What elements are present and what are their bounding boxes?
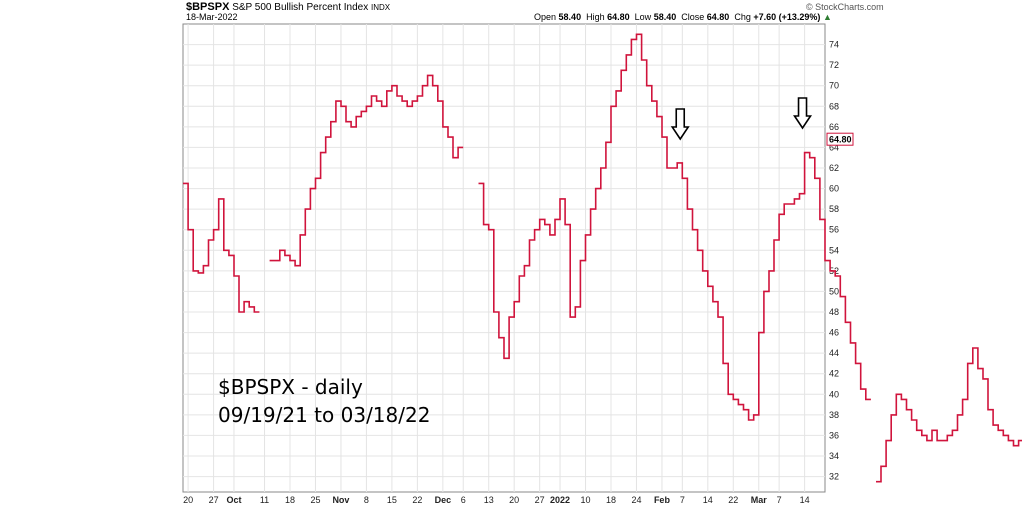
x-tick-label: 18	[285, 495, 295, 505]
y-tick-label: 56	[829, 225, 839, 235]
last-value-label: 64.80	[829, 135, 852, 145]
x-tick-label: 27	[535, 495, 545, 505]
x-tick-label: Feb	[654, 495, 671, 505]
y-tick-label: 60	[829, 184, 839, 194]
annotation-line-1: $BPSPX - daily	[218, 375, 363, 399]
x-tick-label: 10	[581, 495, 591, 505]
x-tick-label: 7	[680, 495, 685, 505]
x-tick-label: 13	[484, 495, 494, 505]
y-tick-label: 34	[829, 451, 839, 461]
x-tick-label: 6	[461, 495, 466, 505]
y-tick-label: 48	[829, 307, 839, 317]
y-tick-label: 50	[829, 286, 839, 296]
y-tick-label: 66	[829, 122, 839, 132]
down-arrow-icon	[793, 97, 813, 130]
x-tick-label: 20	[509, 495, 519, 505]
x-tick-label: 7	[777, 495, 782, 505]
y-tick-label: 38	[829, 410, 839, 420]
x-tick-label: Dec	[435, 495, 452, 505]
y-tick-label: 58	[829, 204, 839, 214]
y-tick-label: 44	[829, 348, 839, 358]
y-tick-label: 72	[829, 60, 839, 70]
x-tick-label: 11	[260, 495, 269, 505]
x-tick-label: 22	[412, 495, 422, 505]
y-tick-label: 36	[829, 430, 839, 440]
y-tick-label: 32	[829, 472, 839, 482]
exchange: INDX	[371, 3, 391, 12]
x-tick-label: Oct	[226, 495, 241, 505]
x-tick-label: 2022	[550, 495, 570, 505]
x-tick-label: 22	[728, 495, 738, 505]
x-tick-label: Nov	[332, 495, 349, 505]
y-tick-label: 74	[829, 40, 839, 50]
up-arrow-icon: ▲	[822, 12, 832, 22]
x-tick-label: 18	[606, 495, 616, 505]
x-tick-label: 14	[800, 495, 810, 505]
date-label: 18-Mar-2022	[186, 12, 238, 22]
y-tick-label: 64	[829, 142, 839, 152]
ohlc-readout: Open 58.40 High 64.80 Low 58.40 Close 64…	[534, 12, 832, 22]
description: S&P 500 Bullish Percent Index	[232, 2, 369, 13]
x-tick-label: Mar	[751, 495, 768, 505]
down-arrow-icon	[670, 108, 690, 141]
x-tick-label: 15	[387, 495, 397, 505]
y-tick-label: 40	[829, 389, 839, 399]
y-tick-label: 70	[829, 81, 839, 91]
y-tick-label: 68	[829, 101, 839, 111]
symbol: $BPSPX	[186, 1, 230, 13]
y-tick-label: 62	[829, 163, 839, 173]
x-tick-label: 25	[310, 495, 320, 505]
chart-title: $BPSPX S&P 500 Bullish Percent Index IND…	[186, 1, 390, 13]
x-tick-label: 20	[183, 495, 193, 505]
brand-logo: © StockCharts.com	[806, 2, 884, 12]
x-tick-label: 24	[631, 495, 641, 505]
y-tick-label: 54	[829, 245, 839, 255]
last-value-badge	[826, 132, 854, 146]
series-line	[183, 33, 1022, 483]
annotation-line-2: 09/19/21 to 03/18/22	[218, 403, 431, 427]
y-tick-label: 46	[829, 328, 839, 338]
x-tick-label: 8	[364, 495, 369, 505]
x-tick-label: 27	[209, 495, 219, 505]
y-tick-label: 42	[829, 369, 839, 379]
x-tick-label: 14	[703, 495, 713, 505]
